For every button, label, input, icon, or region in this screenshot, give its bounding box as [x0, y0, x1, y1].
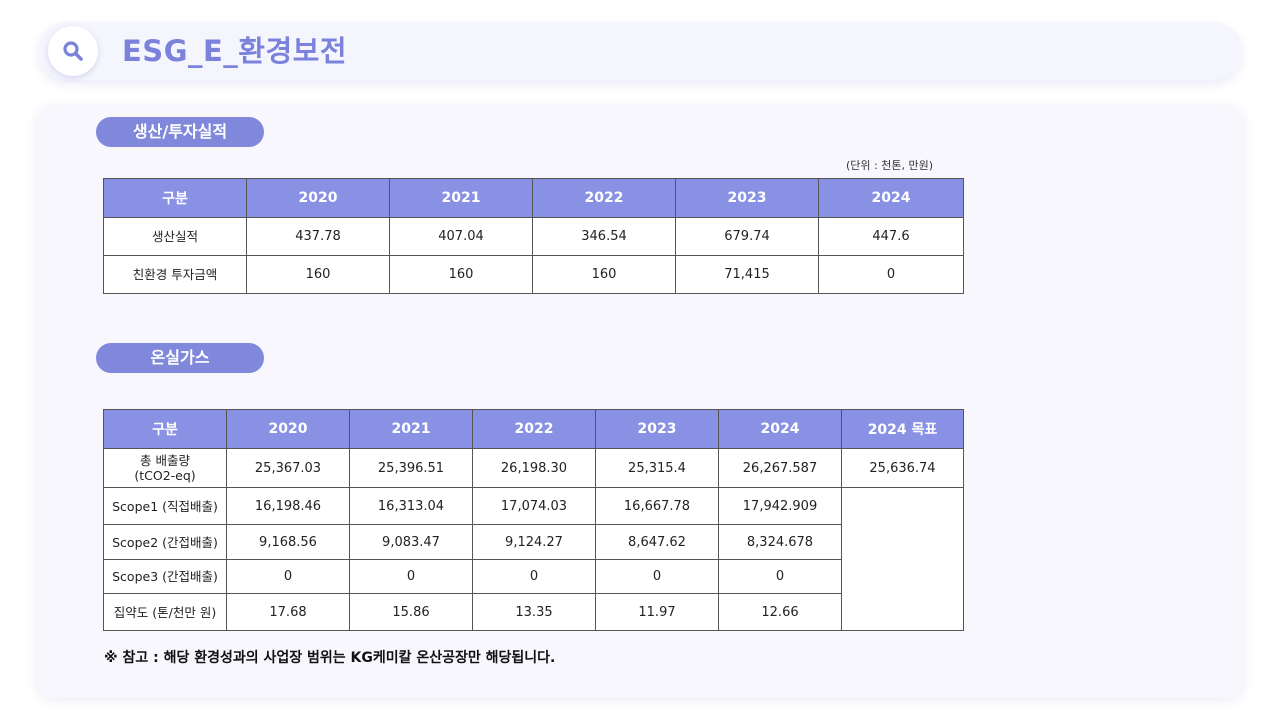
unit-note: (단위 : 천톤, 만원) [846, 159, 933, 172]
table-cell: 160 [532, 255, 676, 294]
table-cell: 0 [595, 559, 719, 594]
table-row: Scope2 (간접배출) 9,168.56 9,083.47 9,124.27… [103, 524, 964, 560]
table-row: 집약도 (톤/천만 원) 17.68 15.86 13.35 11.97 12.… [103, 593, 964, 631]
search-icon [63, 41, 83, 61]
empty-target-cell [841, 487, 964, 631]
column-header: 2022 [472, 409, 596, 449]
footnote: ※ 참고 : 해당 환경성과의 사업장 범위는 KG케미칼 온산공장만 해당됩니… [104, 650, 556, 666]
table-cell: 15.86 [349, 593, 473, 631]
header-bar: ESG_E_환경보전 [38, 22, 1242, 80]
column-header: 구분 [103, 409, 227, 449]
row-label: 생산실적 [103, 217, 247, 256]
row-label: 집약도 (톤/천만 원) [103, 593, 227, 631]
column-header: 2024 목표 [841, 409, 964, 449]
table-cell: 0 [349, 559, 473, 594]
search-button[interactable] [48, 26, 98, 76]
table-cell: 9,168.56 [226, 524, 350, 560]
column-header: 2023 [595, 409, 719, 449]
table-cell: 8,647.62 [595, 524, 719, 560]
table-cell: 13.35 [472, 593, 596, 631]
section-label-ghg: 온실가스 [96, 343, 264, 373]
table-cell: 16,313.04 [349, 487, 473, 525]
table-cell: 25,367.03 [226, 448, 350, 488]
column-header: 2021 [389, 178, 533, 218]
table-cell: 437.78 [246, 217, 390, 256]
row-label: Scope2 (간접배출) [103, 524, 227, 560]
column-header: 2023 [675, 178, 819, 218]
table-header-row: 구분 2020 2021 2022 2023 2024 2024 목표 [103, 409, 964, 449]
table-cell: 0 [818, 255, 964, 294]
table-cell: 17,074.03 [472, 487, 596, 525]
table-row: Scope1 (직접배출) 16,198.46 16,313.04 17,074… [103, 487, 964, 631]
table-header-row: 구분 2020 2021 2022 2023 2024 [103, 178, 964, 218]
row-label: 총 배출량 (tCO2-eq) [103, 448, 227, 488]
row-label-line: 총 배출량 [140, 453, 190, 468]
table-cell: 26,198.30 [472, 448, 596, 488]
table-cell: 160 [246, 255, 390, 294]
table-cell: 26,267.587 [718, 448, 842, 488]
table-cell: 9,083.47 [349, 524, 473, 560]
column-header: 구분 [103, 178, 247, 218]
table-cell: 8,324.678 [718, 524, 842, 560]
table-cell: 679.74 [675, 217, 819, 256]
table-row: 친환경 투자금액 160 160 160 71,415 0 [103, 255, 964, 294]
table-cell: 0 [718, 559, 842, 594]
table-cell: 11.97 [595, 593, 719, 631]
table-row: 생산실적 437.78 407.04 346.54 679.74 447.6 [103, 217, 964, 256]
table-cell: 407.04 [389, 217, 533, 256]
table-cell: 71,415 [675, 255, 819, 294]
row-label: 친환경 투자금액 [103, 255, 247, 294]
column-header: 2020 [226, 409, 350, 449]
table-cell: 12.66 [718, 593, 842, 631]
table-cell: 346.54 [532, 217, 676, 256]
table-cell: 17,942.909 [718, 487, 842, 525]
target-cell: 25,636.74 [841, 448, 964, 488]
column-header: 2024 [718, 409, 842, 449]
table-cell: 16,667.78 [595, 487, 719, 525]
table-row-total: 총 배출량 (tCO2-eq) 25,367.03 25,396.51 26,1… [103, 448, 964, 488]
table-cell: 0 [472, 559, 596, 594]
table-cell: 17.68 [226, 593, 350, 631]
column-header: 2024 [818, 178, 964, 218]
section-label-production: 생산/투자실적 [96, 117, 264, 147]
table-cell: 25,315.4 [595, 448, 719, 488]
table-cell: 16,198.46 [226, 487, 350, 525]
column-header: 2020 [246, 178, 390, 218]
table-cell: 9,124.27 [472, 524, 596, 560]
row-label: Scope1 (직접배출) [103, 487, 227, 525]
table-cell: 25,396.51 [349, 448, 473, 488]
page-title: ESG_E_환경보전 [122, 34, 348, 68]
table-row: Scope3 (간접배출) 0 0 0 0 0 [103, 559, 964, 594]
production-table: 구분 2020 2021 2022 2023 2024 생산실적 437.78 … [103, 178, 964, 294]
row-label-unit: (tCO2-eq) [134, 468, 196, 483]
ghg-table: 구분 2020 2021 2022 2023 2024 2024 목표 총 배출… [103, 409, 964, 631]
table-cell: 447.6 [818, 217, 964, 256]
row-label: Scope3 (간접배출) [103, 559, 227, 594]
table-cell: 160 [389, 255, 533, 294]
column-header: 2022 [532, 178, 676, 218]
column-header: 2021 [349, 409, 473, 449]
table-cell: 0 [226, 559, 350, 594]
